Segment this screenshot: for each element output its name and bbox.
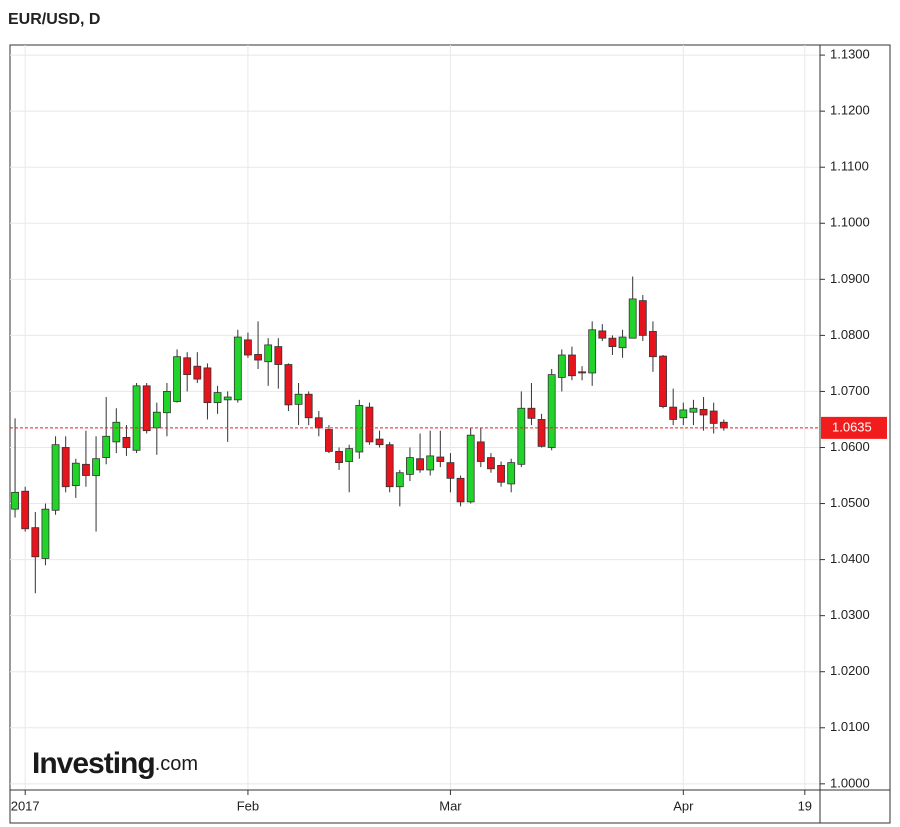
chart-title: EUR/USD, D (8, 11, 100, 28)
candle-body (588, 329, 597, 374)
candle-body (223, 396, 232, 401)
candle-body (649, 331, 657, 358)
candle-body (466, 434, 475, 503)
candle-body (618, 336, 627, 349)
x-tick-label: 2017 (11, 798, 40, 813)
candle-body (294, 393, 303, 405)
candle-body (719, 421, 728, 429)
y-tick-label: 1.0300 (830, 607, 870, 622)
candle-body (21, 490, 30, 530)
candle-body (608, 337, 617, 347)
candle-body (193, 365, 202, 380)
candle-body (537, 419, 546, 447)
candle-body (274, 346, 283, 365)
candle-body (547, 374, 556, 448)
candle-body (284, 364, 293, 406)
candle-body (598, 330, 607, 339)
candle-body (446, 462, 455, 479)
candle-body (659, 355, 667, 407)
last-price-box (821, 416, 887, 439)
candle-body (335, 451, 343, 464)
candle-body (487, 457, 495, 470)
candle-body (152, 411, 161, 429)
candle-body (406, 457, 414, 475)
y-tick-label: 1.0600 (830, 439, 870, 454)
candle-body (395, 472, 404, 488)
x-tick-label: Apr (673, 798, 694, 813)
candle-body (689, 407, 698, 413)
candle-body (142, 385, 151, 432)
candle-body (476, 441, 485, 462)
candle-body (709, 410, 718, 424)
candle-body (365, 406, 374, 443)
y-tick-label: 1.0400 (830, 551, 870, 566)
y-tick-label: 1.0100 (830, 719, 870, 734)
candle-body (456, 477, 465, 503)
watermark-brand: Investing (32, 747, 155, 780)
candle-body (557, 354, 566, 378)
candle-body (416, 458, 424, 471)
candle-body (679, 409, 688, 419)
candle-body (325, 429, 333, 452)
candle-body (71, 462, 80, 487)
candle-body (527, 407, 536, 419)
watermark-suffix: .com (155, 753, 198, 775)
candle-body (112, 421, 121, 443)
x-tick-label: Mar (439, 798, 462, 813)
candle-body (385, 444, 394, 488)
candle-body (375, 438, 384, 446)
candle-body (314, 417, 323, 429)
y-tick-label: 1.1000 (830, 215, 870, 230)
candle-body (345, 448, 354, 462)
candle-body (244, 339, 252, 356)
candle-body (31, 527, 40, 558)
watermark: Investing.com (32, 747, 198, 780)
candle-body (82, 463, 90, 476)
candle-body (173, 356, 181, 402)
candle-body (517, 407, 526, 465)
last-price-label: 1.0635 (832, 419, 872, 434)
candle-body (497, 465, 505, 483)
candle-body (355, 405, 364, 453)
candle-body (669, 406, 678, 420)
y-tick-label: 1.0900 (830, 271, 870, 286)
x-tick-label: Feb (237, 798, 259, 813)
y-tick-label: 1.0800 (830, 327, 870, 342)
candle-body (61, 447, 70, 488)
y-tick-label: 1.1100 (830, 159, 869, 174)
candle-body (254, 354, 262, 361)
candle-body (122, 437, 131, 448)
candle-body (203, 367, 212, 404)
candle-body (426, 455, 435, 471)
y-tick-label: 1.0000 (830, 775, 870, 790)
y-tick-label: 1.1300 (830, 47, 870, 62)
candle-body (102, 435, 111, 458)
candle-body (233, 336, 242, 401)
candle-body (132, 385, 141, 451)
y-tick-label: 1.1200 (830, 103, 870, 118)
candle-body (213, 392, 222, 404)
candle-body (699, 408, 708, 416)
candle-body (264, 344, 273, 363)
candle-body (638, 300, 647, 336)
candle-body (304, 393, 313, 419)
candle-body (41, 508, 50, 559)
candle-body (163, 391, 171, 414)
candle-body (628, 298, 637, 339)
y-tick-label: 1.0200 (830, 663, 870, 678)
candle-body (51, 444, 60, 511)
y-tick-label: 1.0500 (830, 495, 870, 510)
x-tick-label: 19 (798, 798, 812, 813)
candle-body (183, 357, 192, 376)
candle-body (578, 371, 586, 374)
y-tick-label: 1.0700 (830, 383, 870, 398)
candle-body (568, 354, 576, 377)
candle-body (436, 456, 445, 462)
candle-body (507, 462, 516, 485)
candle-body (92, 458, 100, 476)
candle-body (11, 491, 19, 510)
